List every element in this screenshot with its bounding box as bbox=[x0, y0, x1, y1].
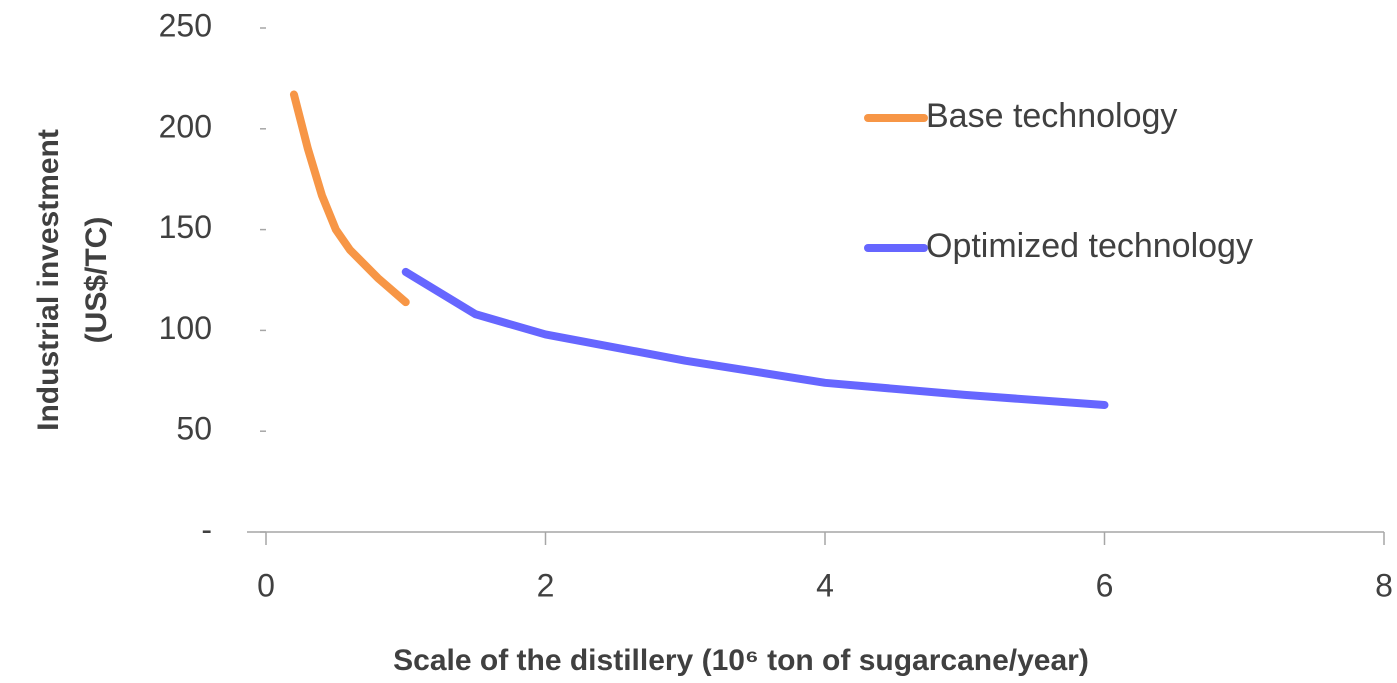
y-tick-label: 150 bbox=[159, 209, 212, 245]
legend-label: Base technology bbox=[926, 97, 1177, 135]
legend-label: Optimized technology bbox=[926, 227, 1253, 265]
series-line bbox=[401, 267, 1109, 409]
series-line bbox=[289, 90, 410, 307]
y-tick-label: 100 bbox=[159, 310, 212, 346]
x-tick-label: 4 bbox=[816, 567, 834, 603]
y-tick-label: - bbox=[201, 511, 212, 547]
y-tick-label: 250 bbox=[159, 7, 212, 43]
x-tick-label: 0 bbox=[257, 567, 275, 603]
y-axis-label: (US$/TC) bbox=[80, 217, 113, 344]
x-tick-label: 8 bbox=[1375, 567, 1393, 603]
y-tick-label: 200 bbox=[159, 108, 212, 144]
x-tick-label: 2 bbox=[537, 567, 555, 603]
y-axis-label: Industrial investment bbox=[32, 129, 65, 431]
x-tick-label: 6 bbox=[1096, 567, 1114, 603]
x-axis-label: Scale of the distillery (10⁶ ton of suga… bbox=[393, 644, 1089, 677]
y-tick-label: 50 bbox=[176, 411, 212, 447]
